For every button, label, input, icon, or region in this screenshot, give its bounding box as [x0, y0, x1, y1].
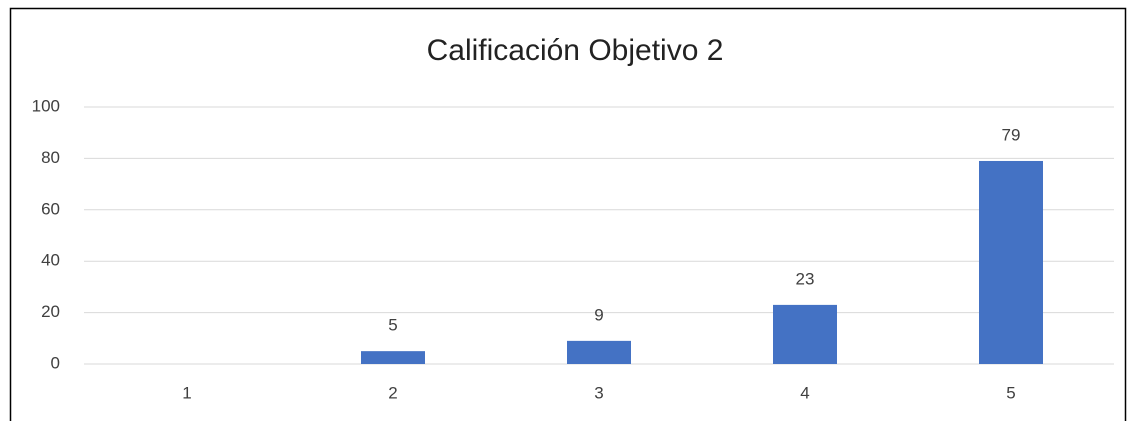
- y-tick-label: 100: [32, 96, 60, 115]
- y-tick-label: 80: [41, 148, 60, 167]
- x-tick-label: 2: [388, 383, 397, 402]
- data-label: 5: [388, 316, 397, 335]
- x-tick-label: 4: [800, 383, 809, 402]
- bar: [361, 351, 425, 364]
- x-tick-label: 3: [594, 383, 603, 402]
- data-label: 79: [1002, 125, 1021, 144]
- chart-title: Calificación Objetivo 2: [427, 34, 724, 67]
- y-tick-label: 20: [41, 302, 60, 321]
- bar: [567, 340, 631, 364]
- x-tick-label: 5: [1006, 383, 1015, 402]
- bar: [773, 304, 837, 364]
- y-tick-label: 40: [41, 251, 60, 270]
- data-label: 23: [796, 269, 815, 288]
- x-tick-label: 1: [182, 383, 191, 402]
- y-tick-label: 60: [41, 199, 60, 218]
- bar: [979, 160, 1043, 364]
- y-tick-label: 0: [51, 353, 60, 372]
- data-label: 9: [594, 305, 603, 324]
- chart-frame: [9, 7, 1127, 421]
